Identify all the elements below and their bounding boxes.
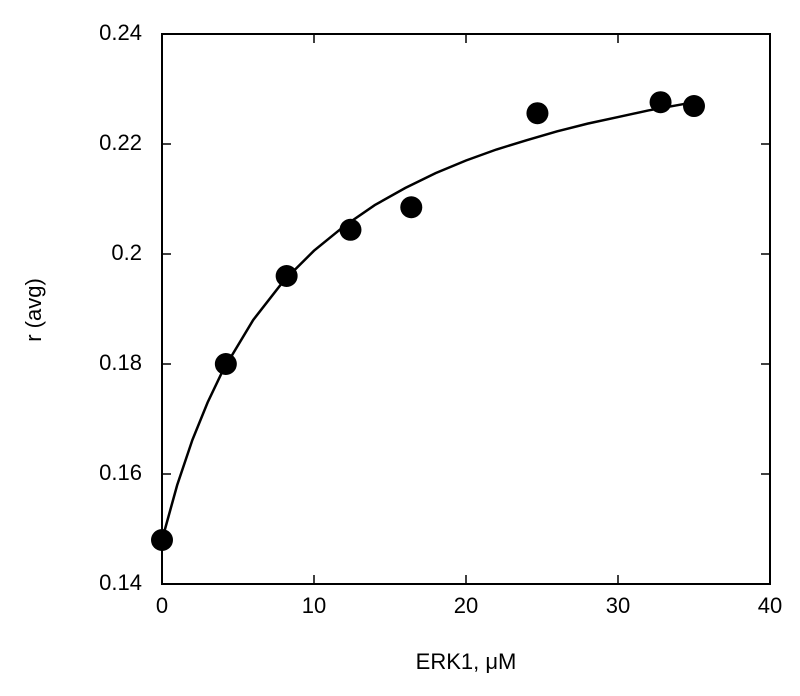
x-tick-label: 20	[454, 593, 478, 618]
x-tick-label: 30	[606, 593, 630, 618]
y-tick-label: 0.2	[111, 240, 142, 265]
y-tick-label: 0.22	[99, 130, 142, 155]
x-tick-label: 10	[302, 593, 326, 618]
data-point	[649, 91, 672, 114]
data-point	[339, 218, 362, 241]
x-tick-label: 40	[758, 593, 782, 618]
x-axis-label: ERK1, μM	[416, 649, 517, 674]
y-tick-label: 0.14	[99, 570, 142, 595]
data-point	[400, 196, 423, 219]
data-point	[526, 102, 549, 125]
x-tick-label: 0	[156, 593, 168, 618]
y-tick-label: 0.24	[99, 20, 142, 45]
y-tick-label: 0.16	[99, 460, 142, 485]
data-point	[151, 529, 173, 551]
plot-frame	[161, 33, 771, 585]
fit-curve	[160, 100, 695, 541]
data-point	[683, 95, 705, 118]
data-point	[214, 353, 237, 375]
y-tick-label: 0.18	[99, 350, 142, 375]
data-point	[275, 265, 298, 287]
y-axis-label: r (avg)	[21, 278, 46, 342]
